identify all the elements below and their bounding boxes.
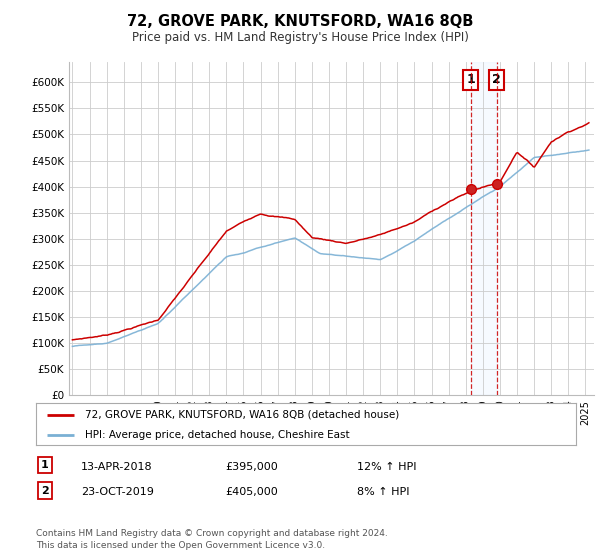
Text: 13-APR-2018: 13-APR-2018 xyxy=(81,461,152,472)
Text: 1: 1 xyxy=(41,460,49,470)
Text: £405,000: £405,000 xyxy=(225,487,278,497)
Text: 8% ↑ HPI: 8% ↑ HPI xyxy=(357,487,409,497)
Text: £395,000: £395,000 xyxy=(225,461,278,472)
Bar xyxy=(470,62,497,395)
Text: Contains HM Land Registry data © Crown copyright and database right 2024.
This d: Contains HM Land Registry data © Crown c… xyxy=(36,529,388,550)
Text: 2: 2 xyxy=(493,73,501,86)
Text: Price paid vs. HM Land Registry's House Price Index (HPI): Price paid vs. HM Land Registry's House … xyxy=(131,31,469,44)
Text: 72, GROVE PARK, KNUTSFORD, WA16 8QB (detached house): 72, GROVE PARK, KNUTSFORD, WA16 8QB (det… xyxy=(85,410,399,420)
Text: 23-OCT-2019: 23-OCT-2019 xyxy=(81,487,154,497)
Text: HPI: Average price, detached house, Cheshire East: HPI: Average price, detached house, Ches… xyxy=(85,430,349,440)
Text: 72, GROVE PARK, KNUTSFORD, WA16 8QB: 72, GROVE PARK, KNUTSFORD, WA16 8QB xyxy=(127,14,473,29)
Text: 1: 1 xyxy=(466,73,475,86)
Text: 2: 2 xyxy=(41,486,49,496)
Text: 12% ↑ HPI: 12% ↑ HPI xyxy=(357,461,416,472)
